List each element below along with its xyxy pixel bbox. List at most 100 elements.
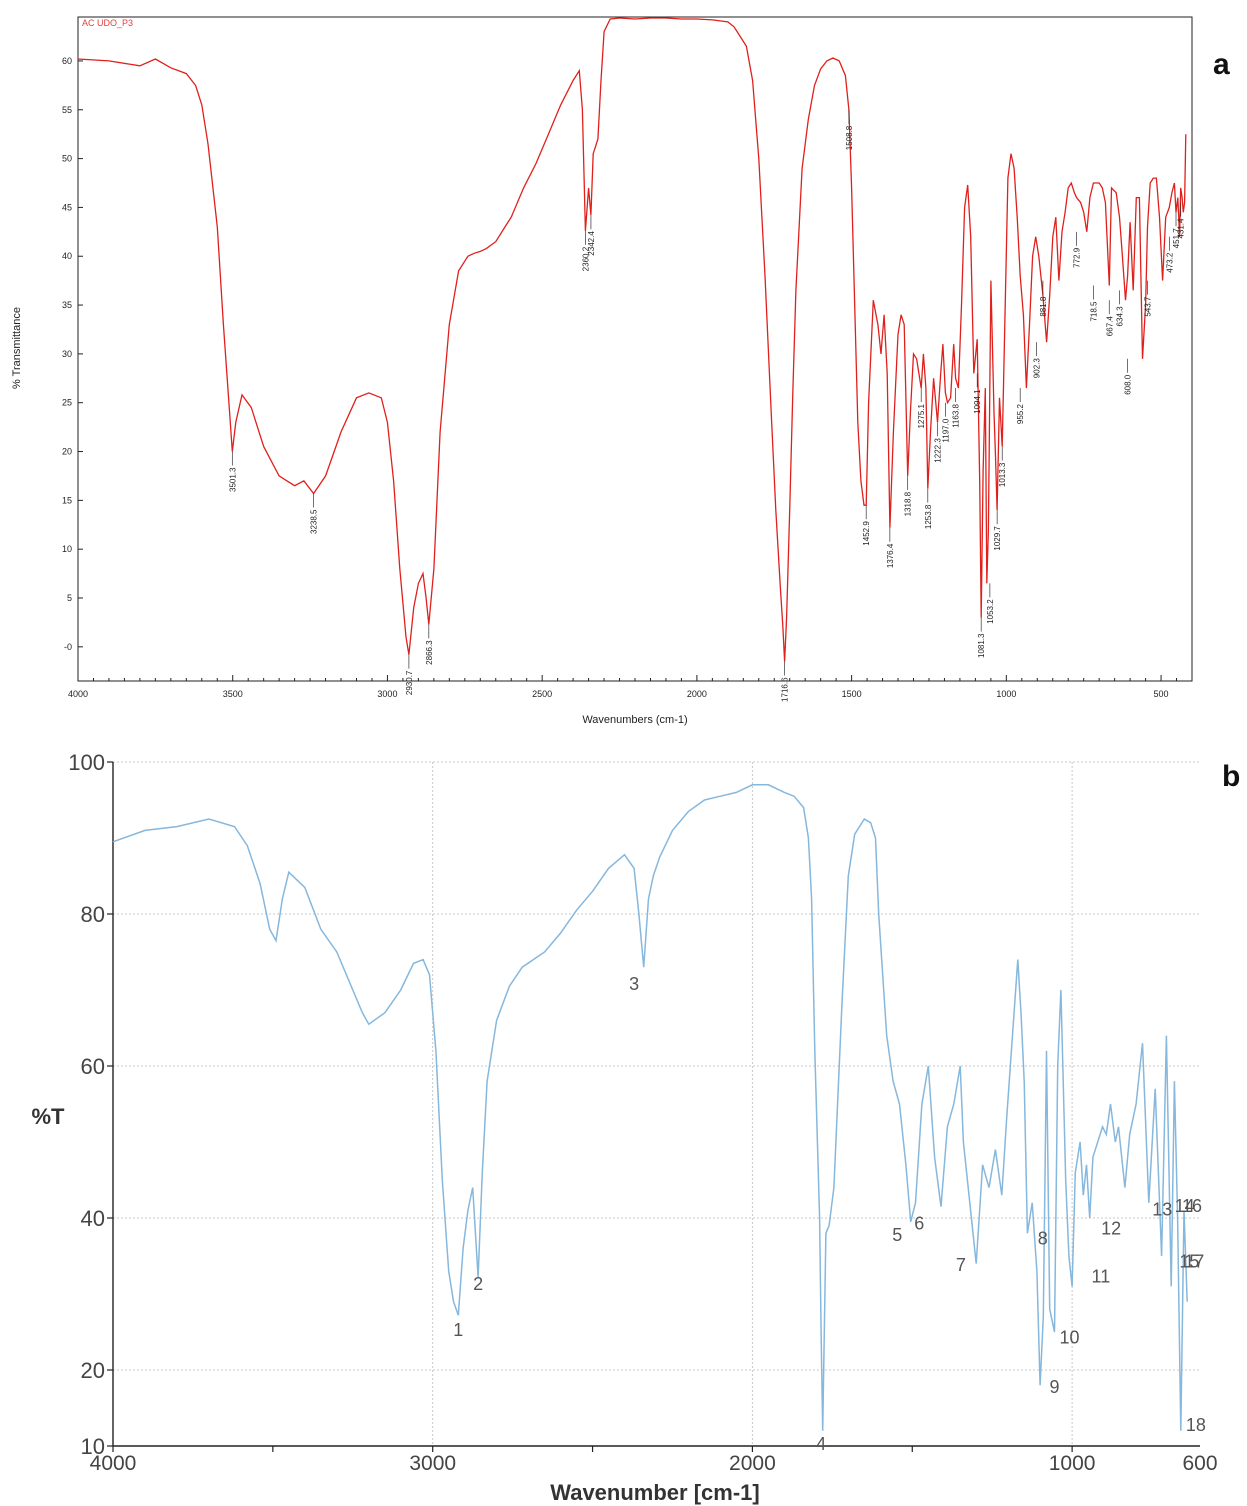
peak-label-a: 667.4	[1105, 316, 1114, 337]
peak-label-a: 1053.2	[986, 599, 995, 624]
peak-label-b: 17	[1184, 1251, 1204, 1271]
peak-label-a: 1081.3	[977, 633, 986, 658]
peak-label-a: 1508.8	[845, 125, 854, 150]
peak-label-b: 9	[1050, 1377, 1060, 1397]
x-tick-label-a: 1500	[842, 689, 862, 699]
y-tick-label-b: 20	[81, 1358, 105, 1383]
peak-label-a: 902.3	[1033, 358, 1042, 379]
x-tick-label-a: 4000	[68, 689, 88, 699]
peak-label-a: 2930.7	[405, 670, 414, 695]
peak-label-b: 6	[914, 1213, 924, 1233]
y-tick-label-b: 60	[81, 1054, 105, 1079]
peak-label-b: 4	[816, 1434, 826, 1454]
peak-label-a: 881.8	[1039, 296, 1048, 317]
x-axis-label-b: Wavenumber [cm-1]	[550, 1480, 759, 1505]
spectrum-line-a	[77, 17, 1187, 662]
x-tick-label-b: 1000	[1049, 1452, 1096, 1475]
peak-label-a: 1253.8	[924, 504, 933, 529]
peak-label-b: 12	[1101, 1219, 1121, 1239]
y-tick-label-a: 30	[62, 349, 72, 359]
peak-label-a: 451.7	[1172, 228, 1181, 249]
panel-letter-a: a	[1213, 48, 1230, 81]
y-tick-label-a: 40	[62, 251, 72, 261]
y-tick-label-a: 50	[62, 154, 72, 164]
y-tick-label-b: 10	[81, 1434, 105, 1459]
peak-label-a: 1452.9	[862, 521, 871, 546]
y-tick-label-b: 80	[81, 902, 105, 927]
peak-label-a: 608.0	[1124, 374, 1133, 395]
peak-label-a: 1318.8	[904, 491, 913, 516]
x-tick-label-a: 2500	[532, 689, 552, 699]
y-tick-label-a: 55	[62, 105, 72, 115]
peak-label-a: 1094.1	[973, 389, 982, 414]
sample-title-a: AC UDO_P3	[82, 18, 133, 28]
y-axis-ticks-a: -0 5 10 15 20 25 30 35 40 45 50 55 60	[62, 56, 83, 652]
y-axis-label-a: % Transmittance	[11, 307, 23, 389]
peak-label-b: 13	[1152, 1200, 1172, 1220]
peak-label-a: 3238.5	[310, 509, 319, 534]
peak-label-a: 431.4	[1177, 218, 1186, 239]
x-axis-ticks-b: 4000 3000 2000 1000 600	[90, 1446, 1218, 1475]
peak-label-a: 634.3	[1115, 306, 1124, 327]
peak-label-a: 718.5	[1089, 301, 1098, 322]
spectrum-panel-a: AC UDO_P3 -0 5 10 15 20 25 30 35 40 45 50 55 60 4000…	[11, 16, 1193, 726]
peak-label-a: 1013.3	[998, 462, 1007, 487]
peak-label-b: 14	[1175, 1196, 1195, 1216]
x-tick-label-a: 2000	[687, 689, 707, 699]
peak-label-b: 11	[1092, 1267, 1111, 1287]
y-axis-ticks-b: 10 20 40 60 80 100	[68, 750, 113, 1459]
peak-label-a: 1197.0	[941, 418, 950, 442]
peak-label-a: 772.9	[1073, 247, 1082, 268]
peak-label-b: 18	[1186, 1415, 1206, 1435]
y-tick-label-a: 20	[62, 447, 72, 457]
peak-label-a: 1275.1	[917, 404, 926, 429]
y-tick-label-a: 25	[62, 398, 72, 408]
x-tick-label-a: 3000	[377, 689, 397, 699]
x-tick-label-b: 600	[1182, 1452, 1217, 1475]
y-tick-label-a: 35	[62, 300, 72, 310]
peak-label-a: 543.7	[1144, 296, 1153, 317]
peak-label-b: 1	[453, 1320, 463, 1340]
peak-label-a: 1163.8	[952, 404, 961, 428]
peak-label-b: 16	[1182, 1196, 1202, 1216]
peak-label-a: 1376.4	[886, 543, 895, 568]
y-tick-label-a: 10	[62, 544, 72, 554]
y-tick-label-a: -0	[64, 642, 72, 652]
peak-label-a: 2360.2	[581, 246, 590, 271]
x-tick-label-a: 3500	[223, 689, 243, 699]
peak-label-a: 2342.4	[587, 231, 596, 256]
peak-label-a: 1716.6	[781, 677, 790, 702]
peak-label-b: 2	[473, 1274, 483, 1294]
grid-b	[113, 761, 1200, 1446]
peak-label-b: 7	[956, 1255, 966, 1275]
y-tick-label-a: 5	[67, 593, 72, 603]
y-tick-label-a: 15	[62, 495, 72, 505]
peak-label-b: 10	[1060, 1327, 1080, 1347]
panel-letter-b: b	[1222, 760, 1241, 793]
x-tick-label-a: 500	[1154, 689, 1169, 699]
peak-label-a: 3501.3	[228, 467, 237, 492]
peak-label-b: 3	[629, 974, 639, 994]
y-tick-label-b: 40	[81, 1206, 105, 1231]
x-tick-label-b: 4000	[90, 1452, 137, 1475]
peak-label-a: 1029.7	[993, 526, 1002, 551]
peak-label-a: 1222.3	[934, 438, 943, 463]
x-axis-label-a: Wavenumbers (cm-1)	[582, 714, 687, 726]
y-tick-label-a: 60	[62, 56, 72, 66]
x-tick-label-b: 3000	[409, 1452, 456, 1475]
spectrum-line-b	[112, 784, 1188, 1431]
peak-label-b: 8	[1038, 1229, 1048, 1249]
y-axis-label-b: %T	[32, 1104, 66, 1129]
peak-label-b: 5	[892, 1225, 902, 1245]
x-tick-label-b: 2000	[729, 1452, 776, 1475]
x-axis-ticks-a: 4000 3500 3000 2500 2000 1500 1000 500	[68, 675, 1178, 699]
peak-label-a: 473.2	[1165, 252, 1174, 273]
peak-label-a: 955.2	[1016, 404, 1025, 425]
x-tick-label-a: 1000	[996, 689, 1016, 699]
peak-label-a: 2866.3	[425, 640, 434, 665]
y-tick-label-a: 45	[62, 202, 72, 212]
